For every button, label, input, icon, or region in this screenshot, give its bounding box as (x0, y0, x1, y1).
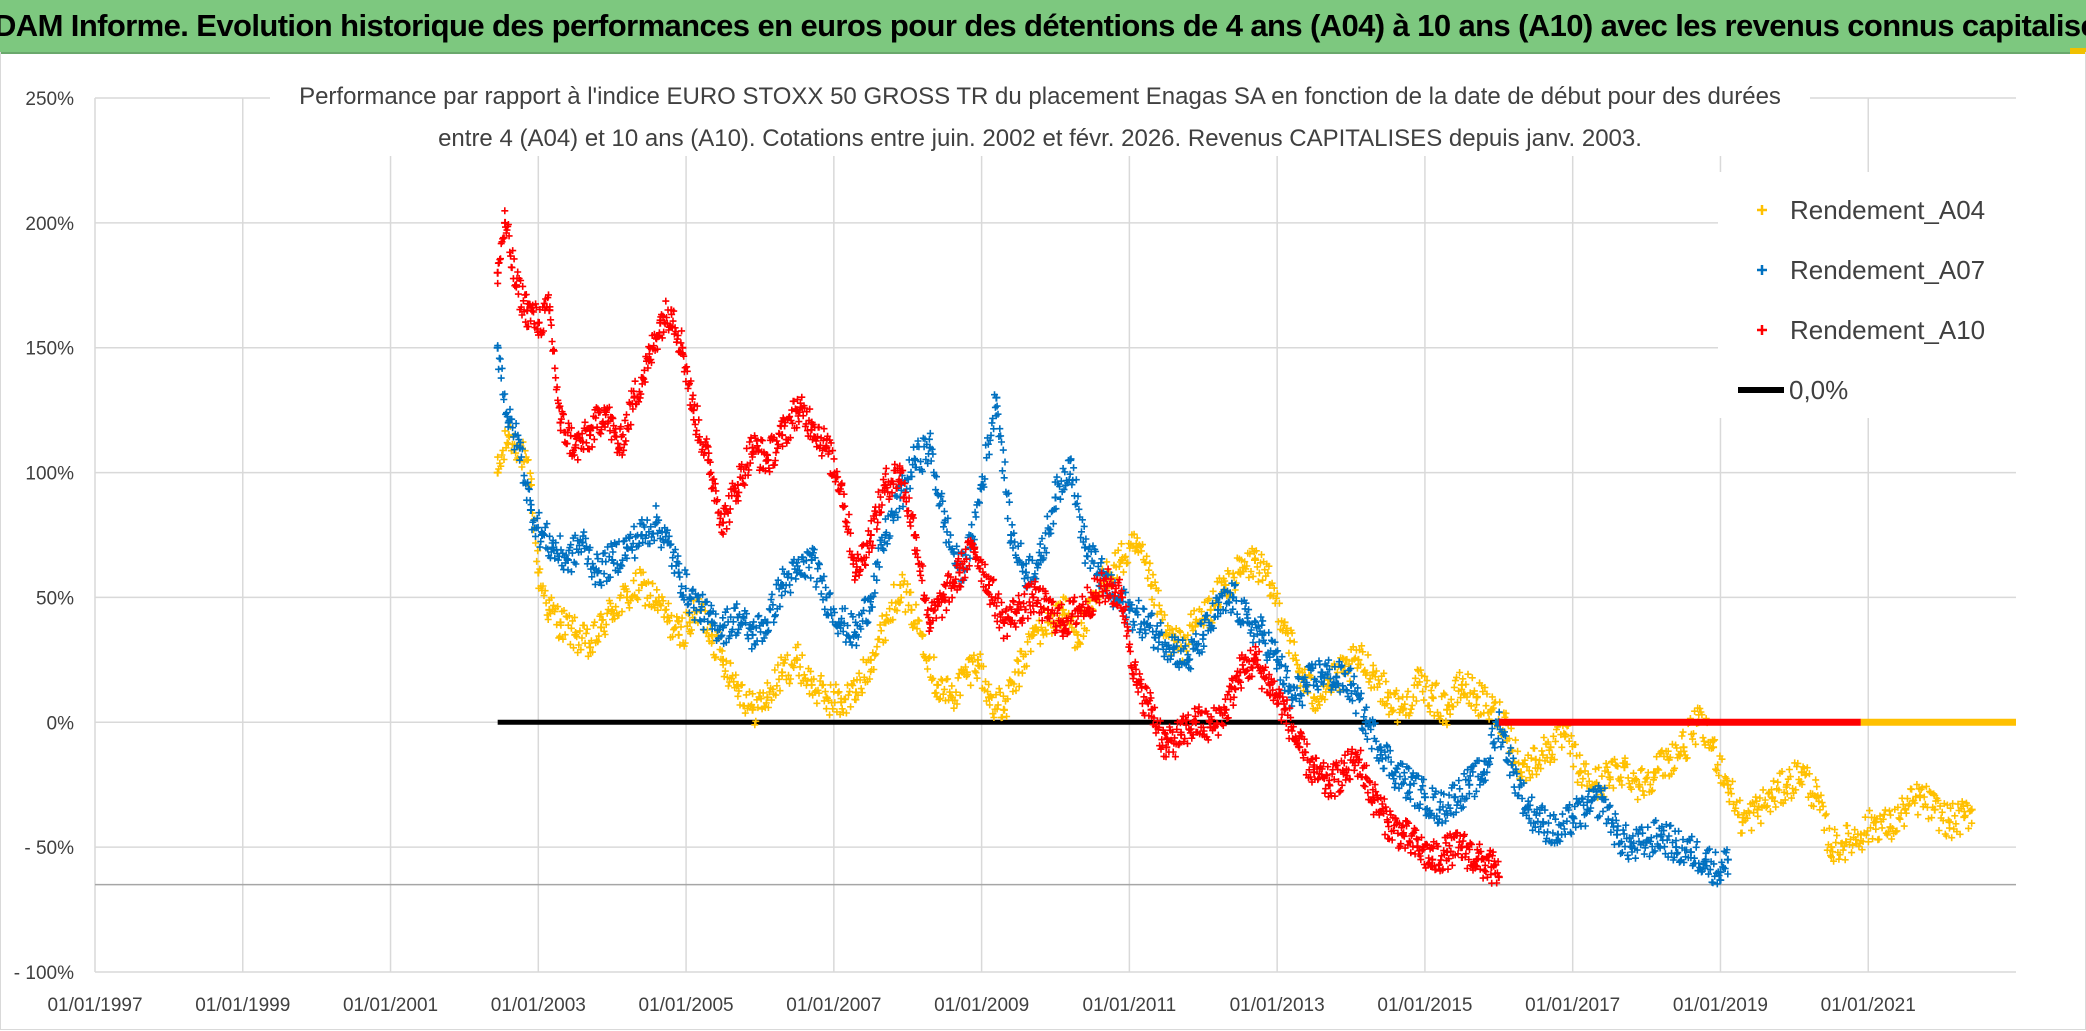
y-tick-label: 250% (25, 89, 74, 110)
legend-label-a07: Rendement_A07 (1790, 255, 1985, 285)
y-tick-label: 0% (47, 713, 75, 734)
point-a04 (1443, 705, 1452, 714)
point-a07 (1051, 493, 1060, 502)
chart-title-background (270, 78, 1810, 156)
legend-marker-a04 (1757, 205, 1767, 215)
x-tick-label: 01/01/2021 (1821, 995, 1916, 1016)
scatter-cloud-a07 (494, 342, 1732, 888)
legend-item-a07[interactable]: Rendement_A07 (1757, 255, 1985, 285)
point-a10 (1162, 743, 1171, 752)
point-a04 (685, 618, 694, 627)
point-a10 (689, 406, 698, 415)
x-tick-label: 01/01/1999 (195, 995, 290, 1016)
series-a10 (493, 207, 1503, 887)
y-tick-label: 150% (25, 339, 74, 360)
point-a10 (866, 531, 875, 539)
chart-title-line-1: Performance par rapport à l'indice EURO … (299, 83, 1781, 110)
point-a07 (1672, 843, 1681, 852)
legend-label-zero: 0,0% (1789, 375, 1848, 405)
point-a04 (1428, 693, 1437, 702)
x-tick-label: 01/01/2011 (1083, 995, 1177, 1016)
point-a04 (493, 468, 502, 477)
corner-accent (2070, 48, 2086, 54)
x-tick-label: 01/01/2005 (639, 995, 734, 1016)
legend-item-zero[interactable]: 0,0% (1738, 375, 1848, 405)
series-layer (493, 207, 2016, 888)
legend: Rendement_A04 Rendement_A07 Rendement_A1… (1718, 172, 2018, 418)
report-title: ADAM Informe. Evolution historique des p… (0, 8, 2086, 43)
point-a04 (763, 693, 772, 702)
scatter-cloud-a04 (494, 423, 1976, 865)
series-a04 (493, 423, 1976, 865)
point-a10 (493, 268, 502, 277)
point-a10 (1118, 593, 1126, 602)
x-tick-label: 01/01/1997 (47, 995, 142, 1016)
y-tick-label: 200% (25, 214, 74, 235)
legend-item-a10[interactable]: Rendement_A10 (1757, 315, 1985, 345)
x-tick-label: 01/01/2007 (786, 995, 881, 1016)
point-a04 (597, 623, 606, 632)
point-a10 (985, 580, 994, 589)
x-tick-label: 01/01/2013 (1230, 995, 1325, 1016)
point-a07 (1465, 780, 1474, 789)
x-tick-label: 01/01/2015 (1377, 995, 1472, 1016)
y-tick-label: 100% (25, 464, 74, 485)
x-tick-label: 01/01/2009 (934, 995, 1029, 1016)
point-a04 (907, 605, 916, 614)
x-tick-label: 01/01/2001 (343, 995, 438, 1016)
legend-background (1718, 172, 2018, 418)
tick-labels: 250% 200% 150% 100% 50% 0% - 50% - 100% 01/01/19… (14, 89, 1916, 1016)
scatter-cloud-a10 (494, 207, 1503, 887)
point-a04 (1206, 605, 1215, 614)
point-a04 (1812, 793, 1821, 802)
legend-label-a04: Rendement_A04 (1790, 195, 1985, 225)
x-tick-label: 01/01/2017 (1525, 995, 1620, 1016)
chart-title-line-2: entre 4 (A04) et 10 ans (A10). Cotations… (438, 125, 1642, 152)
point-a07 (1723, 855, 1732, 864)
y-tick-label: - 100% (14, 963, 74, 984)
y-tick-label: - 50% (24, 838, 74, 859)
point-a07 (1406, 780, 1415, 789)
legend-marker-a07 (1757, 265, 1767, 275)
legend-label-a10: Rendement_A10 (1790, 315, 1985, 345)
y-tick-label: 50% (36, 588, 74, 609)
report-banner: ADAM Informe. Evolution historique des p… (0, 0, 2086, 54)
legend-item-a04[interactable]: Rendement_A04 (1757, 195, 1985, 225)
point-a04 (674, 630, 683, 639)
chart-title: Performance par rapport à l'indice EURO … (270, 78, 1810, 156)
x-tick-label: 01/01/2003 (491, 995, 586, 1016)
series-a07 (493, 342, 1732, 888)
point-a10 (556, 418, 565, 427)
x-tick-label: 01/01/2019 (1673, 995, 1768, 1016)
legend-marker-a10 (1757, 325, 1767, 335)
